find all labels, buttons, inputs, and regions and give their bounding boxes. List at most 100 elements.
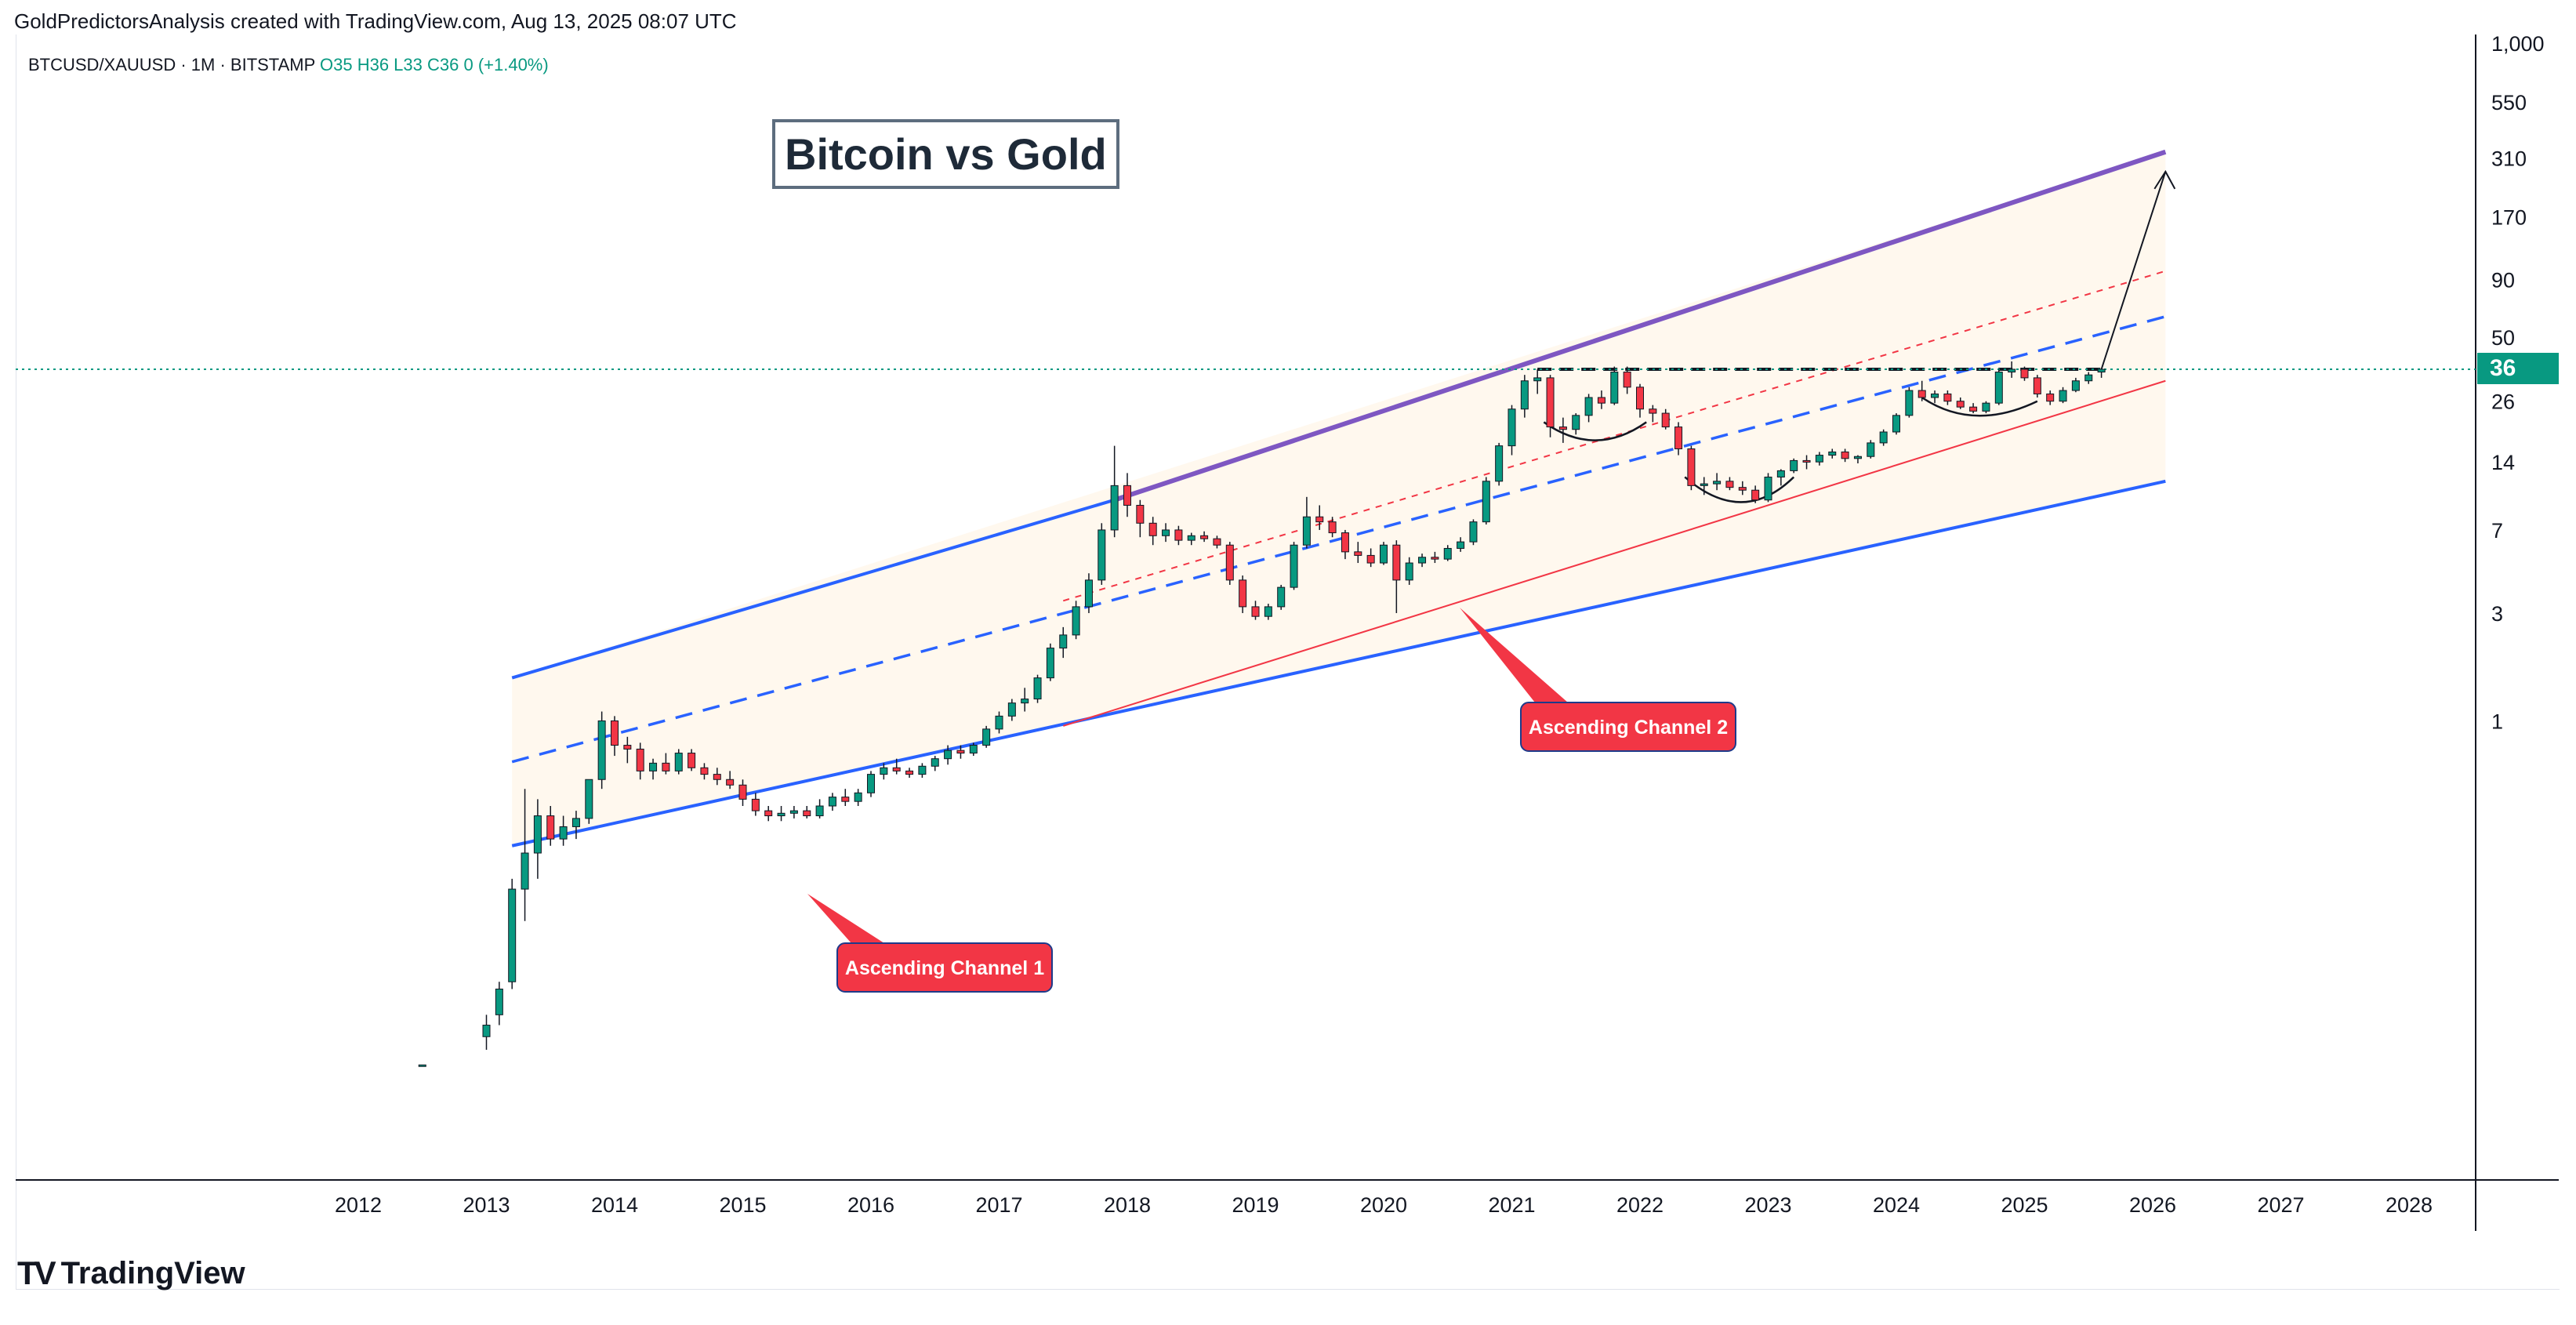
candle-body <box>2059 390 2067 402</box>
candle-body <box>1354 551 1362 556</box>
y-tick-label: 550 <box>2491 91 2527 114</box>
candle-body <box>1931 393 1939 398</box>
candle-body <box>1277 586 1286 608</box>
candle-body <box>571 818 580 827</box>
candle-body <box>1418 557 1427 564</box>
brand-logo[interactable]: TV TradingView <box>17 1254 245 1292</box>
candle-body <box>764 810 773 817</box>
candle-body <box>482 1025 491 1037</box>
candle-body <box>854 792 862 802</box>
candle-body <box>1649 408 1657 414</box>
candle-body <box>611 720 619 746</box>
candle-body <box>1879 431 1888 444</box>
candle-body <box>1251 606 1260 617</box>
candle-body <box>956 750 965 754</box>
candle-body <box>1725 481 1734 488</box>
candle-body <box>1431 557 1439 560</box>
candle-body <box>559 826 568 840</box>
candle-body <box>1572 415 1580 430</box>
candle-body <box>1084 579 1093 608</box>
y-tick-label: 170 <box>2491 206 2527 230</box>
channel-2-mid-line <box>1062 270 2166 602</box>
x-tick-label: 2027 <box>2257 1193 2304 1217</box>
candle-body <box>2084 374 2093 382</box>
cup-arc-2 <box>1684 476 1795 503</box>
candle-body <box>1674 427 1683 449</box>
candle-body <box>995 715 1003 730</box>
candle-body <box>1661 412 1670 428</box>
candle-body <box>880 767 888 775</box>
candle-body <box>1225 544 1234 581</box>
candle-body <box>789 810 798 814</box>
candle-body <box>803 810 811 817</box>
candle-body <box>546 815 555 840</box>
candle-body <box>931 758 939 767</box>
candle-body <box>1443 547 1452 560</box>
candle-body <box>1610 372 1619 404</box>
symbol-line[interactable]: BTCUSD/XAUUSD · 1M · BITSTAMP O35 H36 L3… <box>28 55 549 75</box>
x-tick-label: 2014 <box>591 1193 638 1217</box>
candle-body <box>1328 521 1337 534</box>
candle-body <box>1341 532 1349 553</box>
candle-body <box>1174 529 1183 541</box>
x-tick-label: 2017 <box>975 1193 1022 1217</box>
symbol-name[interactable]: BTCUSD/XAUUSD · 1M · BITSTAMP <box>28 55 315 74</box>
candle-body <box>892 767 901 771</box>
candle-body <box>726 779 735 786</box>
candle-body <box>700 767 709 775</box>
candle-body <box>1123 485 1131 506</box>
candle-body <box>1033 677 1042 700</box>
candle-body <box>597 720 606 780</box>
y-tick-label: 310 <box>2491 147 2527 171</box>
candle-body <box>1853 456 1862 459</box>
candle-body <box>521 852 529 890</box>
header-note: GoldPredictorsAnalysis created with Trad… <box>14 9 737 33</box>
candle-body <box>1994 372 2003 404</box>
candle-body <box>1264 606 1272 617</box>
candle-body <box>1917 390 1926 398</box>
candle-body <box>905 770 914 775</box>
annotation-channel-1-pointer <box>807 894 884 943</box>
candle-body <box>713 774 721 780</box>
channel-2-lower-line <box>1062 379 2166 727</box>
cup-arc-3 <box>1921 396 2038 417</box>
annotation-channel-2-pointer <box>1460 608 1568 702</box>
candle-body <box>1533 377 1542 382</box>
candle-body <box>1790 459 1798 471</box>
candle-body <box>1636 387 1644 410</box>
candle-body <box>1007 702 1016 717</box>
candle-body <box>585 779 593 819</box>
candle-body <box>1751 489 1760 501</box>
candle-body <box>1495 445 1504 482</box>
channel-1-mid-line <box>511 315 2166 764</box>
candle-body <box>918 765 927 775</box>
y-tick-label: 14 <box>2491 451 2515 474</box>
candle-body <box>1828 451 1837 456</box>
ohlc-values: O35 H36 L33 C36 0 (+1.40%) <box>320 55 549 74</box>
last-price-badge: 36 <box>2477 353 2559 384</box>
candle-body <box>1392 544 1401 581</box>
candle-body <box>1136 504 1145 524</box>
y-tick-label: 50 <box>2491 326 2515 350</box>
projection-arrow-head <box>2153 169 2176 190</box>
candle-body <box>1700 483 1708 486</box>
candle-body <box>982 728 991 746</box>
candle-body <box>1302 516 1311 546</box>
candle-body <box>1366 554 1375 564</box>
brand-name: TradingView <box>60 1255 245 1291</box>
channel-1-upper-line <box>511 498 1116 680</box>
projection-arrow <box>2100 171 2167 370</box>
candle-body <box>738 784 747 800</box>
candle-body <box>418 1064 426 1067</box>
x-tick-label: 2025 <box>2001 1193 2048 1217</box>
channel-1-fill <box>512 151 2166 846</box>
y-tick-label: 3 <box>2491 602 2503 626</box>
candle-body <box>1059 634 1068 649</box>
candle-body <box>674 753 683 771</box>
y-tick-label: 1,000 <box>2491 32 2545 56</box>
candle-body <box>495 989 503 1015</box>
candle-body <box>1584 397 1593 416</box>
x-tick-label: 2024 <box>1873 1193 1920 1217</box>
candle-body <box>1764 476 1772 501</box>
